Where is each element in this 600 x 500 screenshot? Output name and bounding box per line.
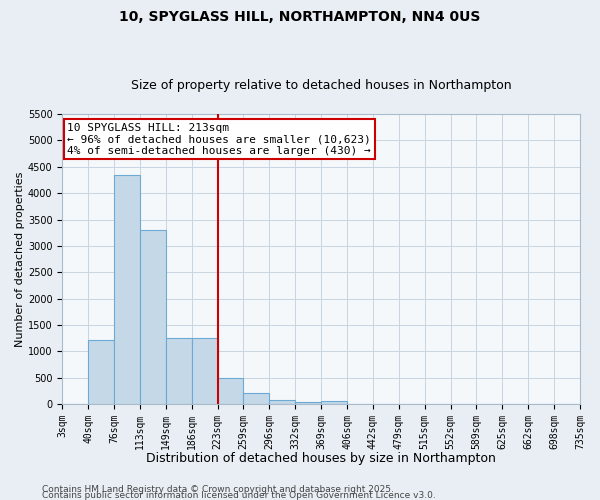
Bar	[321, 401, 347, 404]
Bar	[191, 338, 218, 404]
Bar	[140, 230, 166, 404]
Title: Size of property relative to detached houses in Northampton: Size of property relative to detached ho…	[131, 79, 511, 92]
Bar	[166, 338, 191, 404]
X-axis label: Distribution of detached houses by size in Northampton: Distribution of detached houses by size …	[146, 452, 496, 465]
Bar	[114, 174, 140, 404]
Text: 10 SPYGLASS HILL: 213sqm
← 96% of detached houses are smaller (10,623)
4% of sem: 10 SPYGLASS HILL: 213sqm ← 96% of detach…	[67, 122, 371, 156]
Text: Contains HM Land Registry data © Crown copyright and database right 2025.: Contains HM Land Registry data © Crown c…	[42, 485, 394, 494]
Bar	[295, 402, 321, 404]
Bar	[88, 340, 114, 404]
Text: 10, SPYGLASS HILL, NORTHAMPTON, NN4 0US: 10, SPYGLASS HILL, NORTHAMPTON, NN4 0US	[119, 10, 481, 24]
Bar	[218, 378, 244, 404]
Bar	[244, 392, 269, 404]
Y-axis label: Number of detached properties: Number of detached properties	[15, 172, 25, 347]
Bar	[269, 400, 295, 404]
Text: Contains public sector information licensed under the Open Government Licence v3: Contains public sector information licen…	[42, 491, 436, 500]
